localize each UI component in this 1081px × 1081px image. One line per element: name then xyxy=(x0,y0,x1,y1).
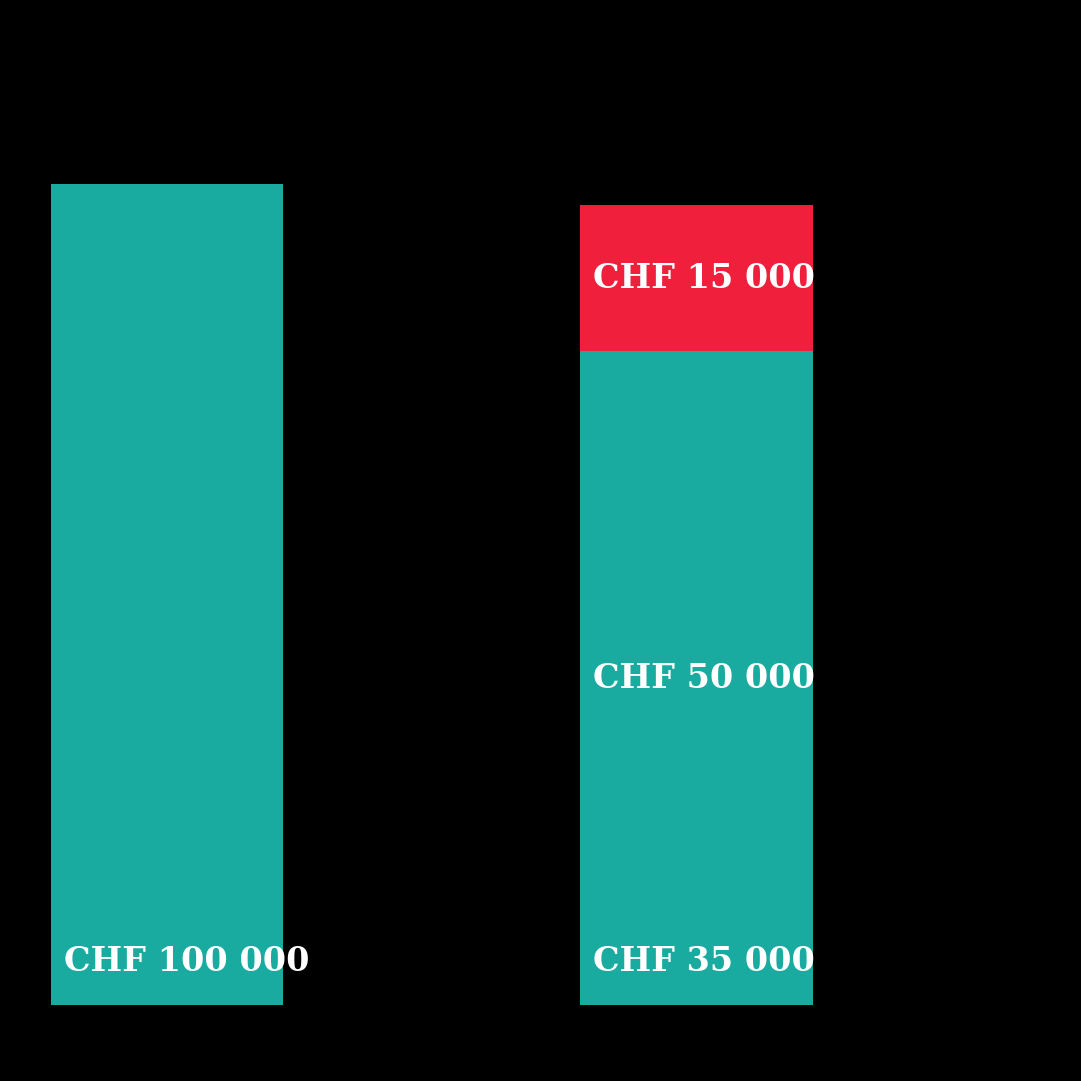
Text: CHF 15 000: CHF 15 000 xyxy=(593,262,815,295)
Text: CHF 100 000: CHF 100 000 xyxy=(64,945,309,978)
Bar xyxy=(580,351,813,1005)
Bar xyxy=(51,184,283,1005)
Text: CHF 50 000: CHF 50 000 xyxy=(593,662,815,695)
Text: CHF 35 000: CHF 35 000 xyxy=(593,945,815,978)
Bar xyxy=(580,205,813,351)
